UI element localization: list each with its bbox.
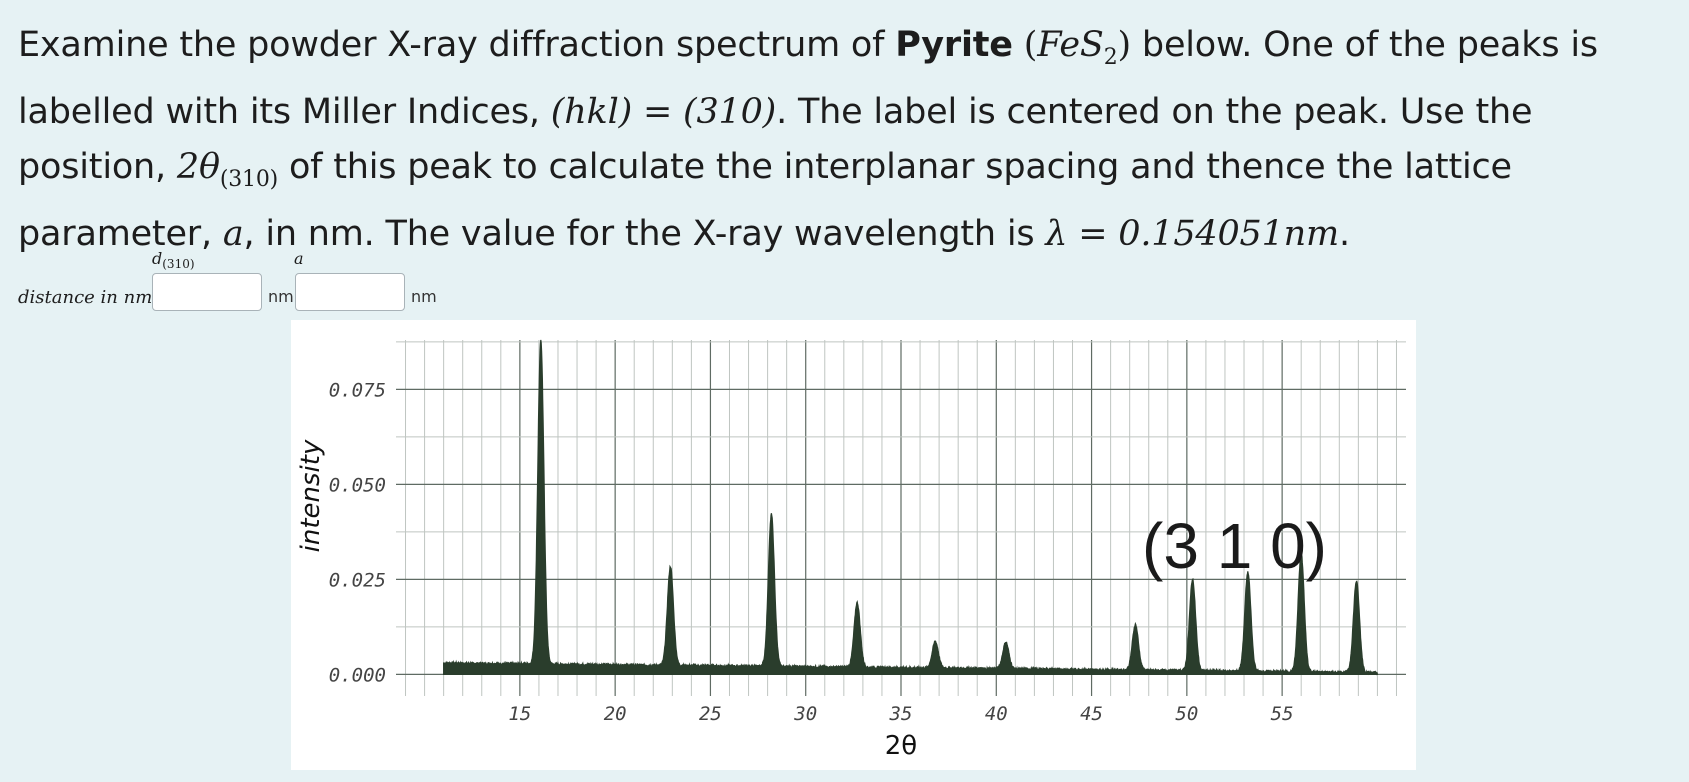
a-column-header: a bbox=[294, 249, 304, 268]
answer-row: d(310) a distance in nm nm nm bbox=[0, 245, 500, 315]
hkl-expression: (hkl) = (310) bbox=[550, 92, 777, 132]
peak-point bbox=[934, 647, 937, 649]
question-text: Examine the powder X-ray diffraction spe… bbox=[18, 18, 1683, 262]
d-unit-label: nm bbox=[268, 287, 294, 306]
question-part-3: . The label is centered on the peak. Use… bbox=[18, 92, 1533, 187]
y-tick-label: 0.075 bbox=[329, 379, 386, 401]
wavelength-expression: λ = 0.154051nm bbox=[1045, 214, 1340, 254]
peak-point bbox=[1300, 555, 1302, 558]
a-unit-label: nm bbox=[411, 287, 437, 306]
two-theta-subscript: (310) bbox=[219, 167, 279, 192]
y-axis-title: intensity bbox=[296, 439, 326, 552]
x-tick-label: 20 bbox=[604, 703, 627, 725]
spectrum-trace bbox=[442, 339, 1379, 676]
formula: FeS bbox=[1037, 25, 1104, 65]
formula-open: ( bbox=[1012, 25, 1038, 65]
xrd-chart-svg: 0.000 0.025 0.050 0.075 15 20 25 30 35 40 45 50 55 2θ… bbox=[296, 339, 1406, 761]
x-tick-label: 40 bbox=[985, 703, 1008, 725]
peak-annotation-label: (3 1 0) bbox=[1142, 510, 1327, 582]
peak-point bbox=[1134, 628, 1137, 630]
peak-point bbox=[540, 350, 542, 353]
peak-point bbox=[1355, 582, 1358, 584]
peak-point bbox=[1191, 582, 1194, 584]
x-tick-label: 15 bbox=[508, 703, 531, 725]
x-tick-label: 30 bbox=[793, 703, 817, 725]
y-tick-label: 0.025 bbox=[329, 569, 386, 591]
peak-point bbox=[770, 521, 773, 524]
y-tick-label: 0.000 bbox=[329, 664, 386, 686]
x-tick-label: 35 bbox=[889, 703, 913, 725]
question-part-4: of this peak to calculate the interplana… bbox=[18, 147, 1512, 254]
peak-point bbox=[669, 574, 672, 577]
peak-point bbox=[1005, 647, 1007, 649]
question-part-5: , in nm. The value for the X-ray wavelen… bbox=[243, 214, 1046, 254]
formula-close: ) bbox=[1117, 25, 1132, 65]
d-column-header: d(310) bbox=[152, 249, 195, 272]
question-part-2: below. One of the peaks is labelled with… bbox=[18, 25, 1598, 132]
formula-subscript: 2 bbox=[1103, 45, 1118, 70]
x-tick-label: 55 bbox=[1271, 703, 1294, 725]
d-spacing-input[interactable] bbox=[152, 273, 262, 311]
x-axis-title: 2θ bbox=[885, 731, 917, 761]
x-tick-label: 25 bbox=[699, 703, 722, 725]
question-part-6: . bbox=[1339, 214, 1350, 254]
x-tick-label: 45 bbox=[1080, 703, 1103, 725]
peak-point bbox=[1247, 574, 1249, 577]
lattice-parameter-input[interactable] bbox=[295, 273, 405, 311]
x-tick-label: 50 bbox=[1175, 703, 1198, 725]
xrd-chart: 0.000 0.025 0.050 0.075 15 20 25 30 35 40 45 50 55 2θ… bbox=[291, 320, 1416, 770]
question-part-1: Examine the powder X-ray diffraction spe… bbox=[18, 25, 896, 65]
y-tick-label: 0.050 bbox=[329, 474, 386, 496]
two-theta: 2θ bbox=[176, 147, 220, 187]
answer-row-label: distance in nm bbox=[18, 287, 153, 308]
lattice-parameter-symbol: a bbox=[222, 214, 244, 254]
peak-point bbox=[856, 609, 858, 611]
mineral-name: Pyrite bbox=[895, 25, 1013, 65]
